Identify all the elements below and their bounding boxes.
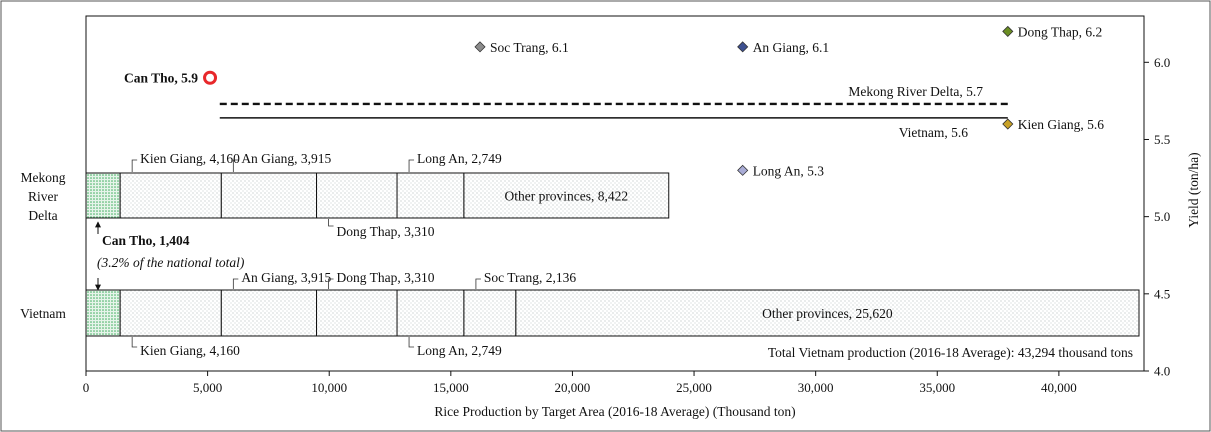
y2-tick-label: 4.5 (1154, 286, 1170, 301)
x-tick-label: 25,000 (676, 380, 712, 395)
yield-point-label: An Giang, 6.1 (753, 40, 830, 55)
bar-segment (316, 289, 398, 337)
category-label-mekong: Mekong River Delta (21, 170, 66, 223)
yield-point (1002, 118, 1014, 130)
yield-point (1002, 25, 1014, 38)
total-production-note: Total Vietnam production (2016-18 Averag… (768, 345, 1133, 360)
label-leader (328, 278, 334, 289)
segment-label: Long An, 2,749 (417, 151, 502, 166)
x-tick-label: 20,000 (555, 380, 591, 395)
label-leader (328, 219, 334, 227)
can-tho-share-label: (3.2% of the national total) (97, 255, 245, 270)
yield-point-label: Long An, 5.3 (753, 163, 825, 178)
x-axis-title: Rice Production by Target Area (2016-18 … (434, 404, 795, 419)
x-tick-label: 5,000 (193, 380, 222, 395)
label-leader (131, 337, 138, 348)
category-label-line: River (28, 189, 58, 204)
bar-segment (316, 172, 398, 219)
label-leader (232, 159, 239, 172)
y2-axis-ticks: 4.0 4.5 5.0 5.5 6.0 (1144, 55, 1170, 379)
segment-label: Kien Giang, 4,160 (140, 343, 240, 358)
segment-label: Other provinces, 8,422 (504, 189, 628, 204)
yield-point-label: Soc Trang, 6.1 (490, 40, 569, 55)
yield-point (737, 41, 749, 53)
x-tick-label: 15,000 (433, 380, 469, 395)
x-tick-label: 40,000 (1041, 380, 1077, 395)
bar-segment (119, 289, 222, 337)
yield-point (203, 70, 218, 85)
label-leader (131, 159, 138, 172)
yield-point-label: Can Tho, 5.9 (124, 71, 198, 86)
bar-segment (85, 172, 121, 219)
x-axis-ticks: 0 5,000 10,000 15,000 20,000 25,000 30,000 35,0… (83, 371, 1077, 395)
bar-segment (515, 289, 1140, 337)
segment-label: Soc Trang, 2,136 (484, 270, 577, 285)
bar-segment (396, 289, 465, 337)
segment-label: Dong Thap, 3,310 (337, 224, 435, 239)
yield-point (737, 164, 749, 176)
category-label-line: Mekong (21, 170, 66, 185)
bar-segment (220, 289, 318, 337)
segment-label: An Giang, 3,915 (241, 270, 331, 285)
label-leader (475, 278, 481, 289)
y2-axis-title: Yield (ton/ha) (1186, 152, 1201, 227)
yield-point (474, 41, 486, 53)
x-tick-label: 0 (83, 380, 90, 395)
bar-segment (463, 172, 670, 219)
y2-tick-label: 5.0 (1154, 209, 1170, 224)
bar-segment (119, 172, 222, 219)
category-label-vietnam: Vietnam (20, 306, 66, 321)
bar-segment (463, 289, 517, 337)
can-tho-production-annotation: Can Tho, 1,404 (3.2% of the national tot… (95, 221, 245, 291)
category-label-line: Delta (28, 208, 57, 223)
segment-label: An Giang, 3,915 (241, 151, 331, 166)
yield-point-label: Kien Giang, 5.6 (1018, 117, 1104, 132)
x-tick-label: 10,000 (311, 380, 347, 395)
x-tick-label: 30,000 (798, 380, 834, 395)
y2-tick-label: 4.0 (1154, 364, 1170, 379)
segment-label: Long An, 2,749 (417, 343, 502, 358)
bar-segment (85, 289, 121, 337)
yield-line-label: Mekong River Delta, 5.7 (848, 84, 983, 99)
yield-points: Can Tho, 5.9 Soc Trang, 6.1 An Giang, 6.1 D… (124, 24, 1104, 178)
yield-point-label: Dong Thap, 6.2 (1018, 24, 1103, 39)
bar-segment (396, 172, 465, 219)
bar-vietnam: An Giang, 3,915 Dong Thap, 3,310 Soc Trang… (85, 270, 1140, 358)
label-leader (232, 278, 239, 289)
yield-lines: Mekong River Delta, 5.7 Vietnam, 5.6 (219, 84, 1008, 140)
yield-line-label: Vietnam, 5.6 (899, 125, 969, 140)
can-tho-production-label: Can Tho, 1,404 (102, 233, 190, 248)
y2-tick-label: 5.5 (1154, 132, 1170, 147)
stacked-bars: Kien Giang, 4,160 An Giang, 3,915 Long An,… (85, 151, 1140, 358)
segment-label: Other provinces, 25,620 (762, 306, 893, 321)
bar-mekong-river-delta: Kien Giang, 4,160 An Giang, 3,915 Long An,… (85, 151, 670, 239)
segment-label: Dong Thap, 3,310 (337, 270, 435, 285)
label-leader (408, 337, 415, 348)
y2-tick-label: 6.0 (1154, 55, 1170, 70)
label-leader (408, 159, 415, 172)
bar-segment (220, 172, 318, 219)
segment-label: Kien Giang, 4,160 (140, 151, 240, 166)
x-tick-label: 35,000 (919, 380, 955, 395)
